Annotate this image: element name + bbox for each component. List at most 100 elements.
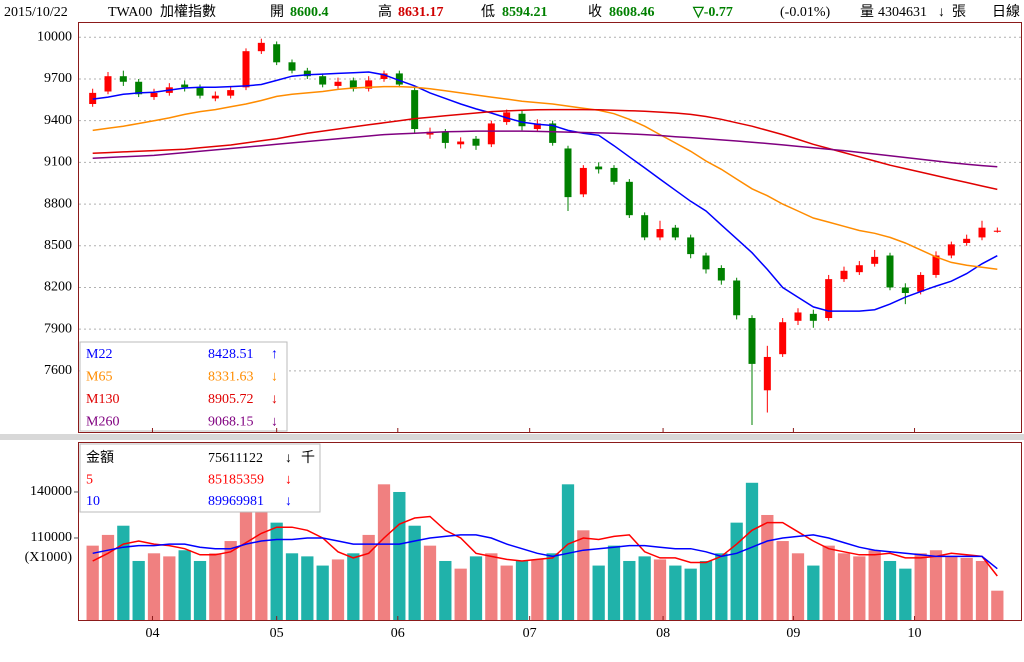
volume-bar — [577, 530, 590, 620]
candle-body — [625, 181, 633, 216]
candle-body — [702, 255, 710, 270]
volume-bar — [239, 510, 253, 620]
candle-body — [211, 95, 219, 99]
y-tick-label: 140000 — [30, 484, 72, 499]
volume-bar — [209, 553, 222, 620]
volume-bar — [255, 507, 268, 620]
volume-bar — [761, 514, 774, 620]
volume-bar — [960, 557, 973, 620]
volume-bar — [101, 534, 115, 620]
low-value: 8594.21 — [502, 5, 548, 20]
volume-bar — [730, 522, 743, 620]
legend-name: M22 — [86, 347, 112, 362]
volume-bar — [331, 559, 345, 620]
legend-name: M65 — [86, 370, 112, 385]
volume-bar — [500, 565, 513, 620]
legend-value: 75611122 — [208, 451, 263, 466]
legend-name: M130 — [86, 392, 119, 407]
index-name: 加權指數 — [160, 4, 216, 20]
candle-body — [349, 80, 357, 89]
ma-line — [92, 108, 998, 191]
volume-bar — [638, 556, 651, 620]
candle-body — [763, 356, 771, 391]
volume-bar — [546, 553, 559, 620]
candle-body — [395, 73, 403, 85]
volume-bar — [301, 556, 314, 620]
volume-bar — [991, 590, 1004, 620]
candle-body — [242, 51, 250, 88]
volume-bar — [745, 482, 759, 620]
volume-bar — [469, 556, 483, 620]
volume-bar — [163, 556, 176, 620]
legend-trend: ↓ — [285, 494, 292, 509]
change-pct: (-0.01%) — [780, 5, 830, 20]
legend-name: M260 — [86, 415, 119, 430]
candle-body — [871, 256, 879, 264]
volume-bar — [485, 553, 498, 620]
candle-body — [733, 280, 741, 316]
candle-body — [564, 148, 572, 198]
candle-body — [181, 84, 189, 88]
volume-bar — [929, 550, 943, 620]
x-tick-label: 04 — [145, 626, 159, 641]
volume-bar — [531, 559, 544, 620]
volume-bar — [684, 568, 697, 620]
close-value: 8608.46 — [609, 5, 655, 20]
candle-body — [641, 215, 649, 238]
y-tick-label: 9100 — [44, 155, 72, 170]
candle-body — [840, 270, 848, 280]
candle-body — [656, 229, 664, 238]
volume-bar — [270, 522, 283, 620]
volume-trend: ↓ — [938, 5, 945, 20]
volume-bar — [945, 556, 958, 620]
legend-box — [79, 443, 321, 513]
candle-body — [779, 322, 787, 355]
candle-body — [932, 255, 940, 275]
volume-bar — [86, 545, 99, 620]
volume-bar — [193, 560, 207, 620]
y-tick-label: 10000 — [37, 30, 72, 45]
candle-body — [472, 138, 480, 146]
panel-separator — [0, 434, 1024, 440]
volume-label: 量 — [860, 4, 874, 20]
volume-bar — [623, 560, 636, 620]
y-tick-label: 9400 — [44, 113, 72, 128]
candle-body — [441, 131, 449, 143]
y-tick-label: 7600 — [44, 363, 72, 378]
legend-value: 89969981 — [208, 494, 264, 509]
candle-body — [288, 62, 296, 71]
candle-body — [518, 113, 526, 127]
legend-trend: ↓ — [285, 473, 292, 488]
volume-panel — [78, 442, 1022, 621]
volume-bar — [439, 560, 452, 620]
legend: M22 8428.51 ↑ M65 8331.63 ↓ M130 8905.72 ↓ M260 90… — [79, 341, 288, 432]
volume-bar — [454, 568, 467, 620]
candle-body — [196, 87, 204, 96]
legend-value: 8428.51 — [208, 347, 254, 362]
candle-body — [825, 279, 833, 319]
volume-bar — [899, 568, 912, 620]
volume-bar — [669, 565, 682, 620]
candle-body — [963, 238, 971, 243]
legend-name: 10 — [86, 494, 100, 509]
high-value: 8631.17 — [398, 5, 444, 20]
open-value: 8600.4 — [290, 5, 329, 20]
legend-trend: ↓ — [271, 415, 278, 430]
volume-bar — [699, 560, 713, 620]
volume-bar — [868, 550, 881, 620]
y-unit: (X1000) — [25, 550, 73, 565]
volume-bar — [362, 534, 375, 620]
header: 2015/10/22 TWA00 加權指數 開 8600.4 高 8631.17… — [4, 3, 1020, 20]
candle-body — [687, 237, 695, 255]
candle-body — [993, 230, 1001, 232]
candle-body — [794, 312, 802, 321]
volume-bar — [807, 565, 820, 620]
candle-body — [717, 268, 725, 281]
candle-body — [303, 70, 311, 77]
close-label: 收 — [588, 4, 602, 20]
candle-body — [334, 81, 342, 86]
volume-bar — [853, 556, 866, 620]
volume-bar — [408, 525, 421, 620]
candle-body — [579, 167, 587, 195]
legend-name: 5 — [86, 473, 93, 488]
